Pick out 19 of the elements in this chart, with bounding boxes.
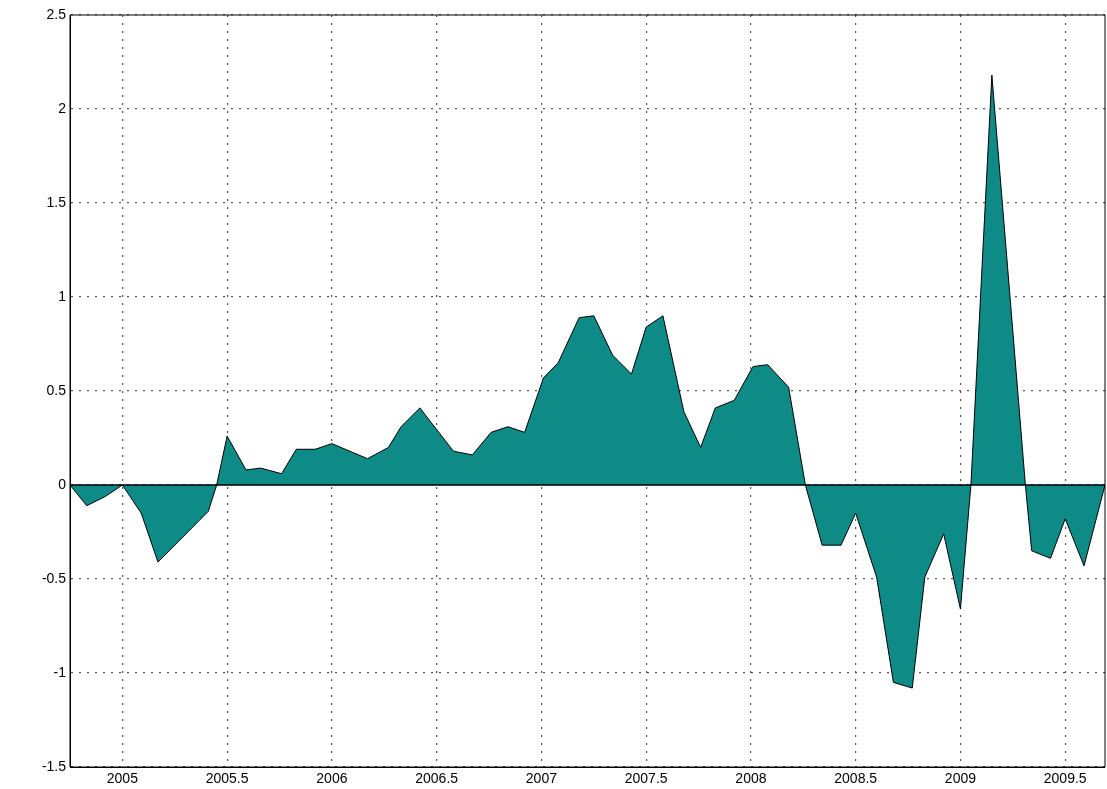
x-tick-label: 2006.5 — [415, 770, 459, 787]
x-tick-label: 2009 — [944, 770, 977, 787]
x-tick-label: 2007.5 — [624, 770, 668, 787]
x-tick-label: 2009.5 — [1043, 770, 1087, 787]
x-tick-label: 2008 — [735, 770, 767, 787]
x-tick-label: 2007 — [525, 770, 558, 787]
y-tick-label: 1.5 — [46, 193, 67, 210]
x-tick-label: 2008.5 — [834, 770, 878, 787]
y-tick-label: -0.5 — [41, 569, 67, 586]
x-tick-label: 2005 — [106, 770, 139, 787]
y-tick-label: 0 — [58, 475, 67, 492]
y-tick-label: 2 — [58, 99, 67, 116]
y-tick-label: 2.5 — [46, 5, 67, 22]
y-tick-label: 0.5 — [46, 381, 67, 398]
x-tick-label: 2006 — [316, 770, 348, 787]
y-tick-label: -1 — [53, 663, 67, 680]
x-tick-label: 2005.5 — [205, 770, 249, 787]
y-tick-label: 1 — [58, 287, 67, 304]
y-tick-label: -1.5 — [41, 757, 67, 774]
